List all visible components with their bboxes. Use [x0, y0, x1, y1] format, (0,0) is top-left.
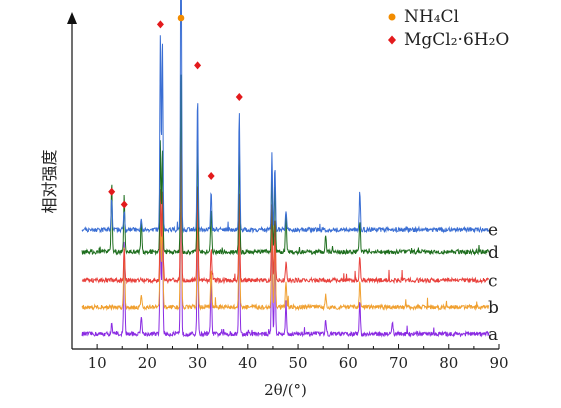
- mgcl2-marker-1: [108, 187, 116, 196]
- trace-label-d: d: [488, 243, 499, 263]
- nh4cl-marker-0: [177, 14, 185, 22]
- legend-nh4cl-label: NH₄Cl: [404, 7, 459, 27]
- x-tick-label-40: 40: [238, 354, 257, 372]
- x-tick-label-20: 20: [138, 354, 157, 372]
- legend-nh4cl-swatch: [388, 13, 396, 21]
- trace-a: [81, 143, 490, 338]
- x-tick-label-10: 10: [88, 354, 107, 372]
- mgcl2-marker-5: [207, 172, 215, 180]
- mgcl2-marker-2: [120, 200, 128, 209]
- trace-label-c: c: [488, 271, 498, 291]
- x-tick-label-50: 50: [289, 354, 308, 372]
- trace-e: [81, 0, 490, 234]
- y-axis-arrow: [67, 12, 77, 24]
- peak-markers-group: [108, 14, 243, 209]
- legend-mgcl2-label: MgCl₂·6H₂O: [404, 30, 509, 50]
- x-tick-label-90: 90: [489, 354, 508, 372]
- trace-b: [81, 131, 490, 312]
- x-tick-label-80: 80: [439, 354, 458, 372]
- mgcl2-marker-3: [156, 20, 164, 29]
- x-axis-label: 2θ/(°): [264, 381, 307, 399]
- legend-mgcl2-swatch: [388, 35, 396, 45]
- mgcl2-marker-4: [194, 61, 202, 70]
- trace-label-b: b: [488, 298, 499, 318]
- trace-label-a: a: [488, 325, 498, 345]
- trace-c: [81, 92, 490, 285]
- x-tick-label-30: 30: [188, 354, 207, 372]
- mgcl2-marker-6: [235, 93, 243, 101]
- y-axis-label: 相对强度: [40, 149, 59, 213]
- x-tick-label-70: 70: [389, 354, 408, 372]
- legend: NH₄Cl MgCl₂·6H₂O: [388, 7, 509, 50]
- axes-group: 10 20 30 40 50 60 70 80 90 2θ/(°) 相对强度: [40, 12, 509, 399]
- x-tick-label-60: 60: [339, 354, 358, 372]
- trace-d: [81, 74, 490, 256]
- trace-label-e: e: [488, 221, 498, 241]
